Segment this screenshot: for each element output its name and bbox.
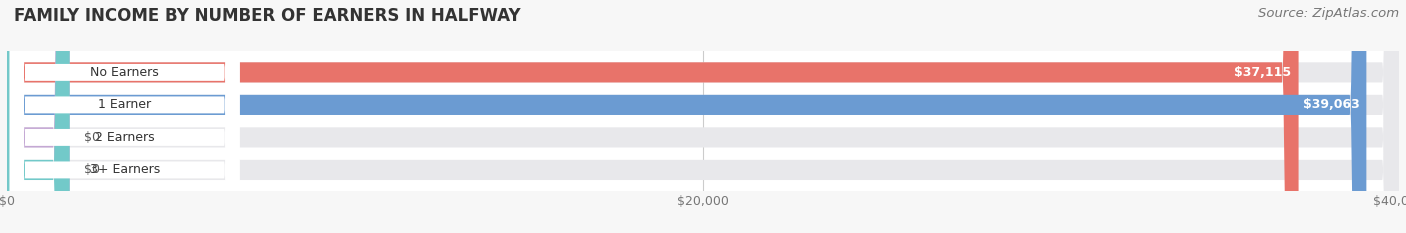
FancyBboxPatch shape bbox=[7, 0, 1399, 233]
Text: FAMILY INCOME BY NUMBER OF EARNERS IN HALFWAY: FAMILY INCOME BY NUMBER OF EARNERS IN HA… bbox=[14, 7, 520, 25]
Text: 3+ Earners: 3+ Earners bbox=[90, 163, 160, 176]
Text: $39,063: $39,063 bbox=[1302, 98, 1360, 111]
FancyBboxPatch shape bbox=[10, 0, 239, 233]
FancyBboxPatch shape bbox=[7, 0, 1299, 233]
FancyBboxPatch shape bbox=[7, 0, 1399, 233]
Text: 2 Earners: 2 Earners bbox=[94, 131, 155, 144]
FancyBboxPatch shape bbox=[7, 0, 70, 233]
Text: 1 Earner: 1 Earner bbox=[98, 98, 152, 111]
Text: No Earners: No Earners bbox=[90, 66, 159, 79]
FancyBboxPatch shape bbox=[10, 0, 239, 233]
Text: $0: $0 bbox=[83, 163, 100, 176]
Text: Source: ZipAtlas.com: Source: ZipAtlas.com bbox=[1258, 7, 1399, 20]
FancyBboxPatch shape bbox=[7, 0, 70, 233]
FancyBboxPatch shape bbox=[7, 0, 1367, 233]
FancyBboxPatch shape bbox=[10, 0, 239, 233]
FancyBboxPatch shape bbox=[10, 0, 239, 233]
Text: $0: $0 bbox=[83, 131, 100, 144]
Text: $37,115: $37,115 bbox=[1234, 66, 1292, 79]
FancyBboxPatch shape bbox=[7, 0, 1399, 233]
FancyBboxPatch shape bbox=[7, 0, 1399, 233]
